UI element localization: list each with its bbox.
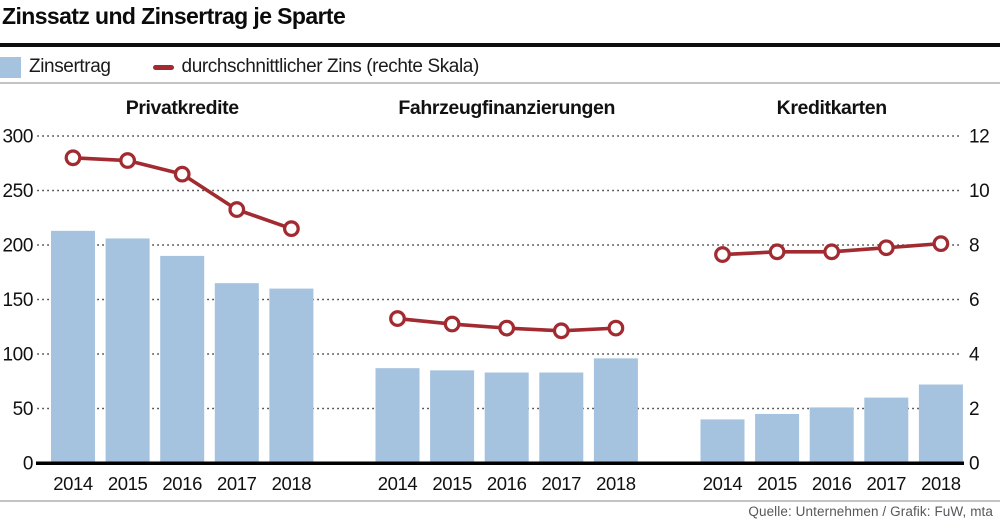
rate-marker-Fahrzeugfinanzierungen-2015 — [443, 315, 461, 333]
legend-line-label: durchschnittlicher Zins (rechte Skala) — [181, 56, 480, 77]
year-label-Kreditkarten-2018: 2018 — [921, 473, 961, 494]
year-label-Kreditkarten-2016: 2016 — [812, 473, 852, 494]
footer-divider — [0, 500, 1000, 502]
year-label-Fahrzeugfinanzierungen-2018: 2018 — [596, 473, 636, 494]
bar-Privatkredite-2015 — [105, 238, 150, 463]
chart-svg: 0 50 100 150 200 250 300 0 2 4 6 8 10 12 Privatkredite… — [2, 97, 989, 494]
bar-Fahrzeugfinanzierungen-2015 — [430, 370, 475, 463]
right-axis-tick-2: 2 — [969, 399, 979, 420]
year-label-Fahrzeugfinanzierungen-2016: 2016 — [487, 473, 527, 494]
panel-title-Fahrzeugfinanzierungen: Fahrzeugfinanzierungen — [398, 97, 615, 119]
source-note: Quelle: Unternehmen / Grafik: FuW, mta — [748, 504, 993, 519]
left-axis-tick-300: 300 — [2, 127, 33, 148]
bar-Privatkredite-2017 — [214, 283, 259, 463]
year-label-Kreditkarten-2015: 2015 — [757, 473, 797, 494]
year-label-Fahrzeugfinanzierungen-2014: 2014 — [378, 473, 418, 494]
left-axis-tick-200: 200 — [2, 236, 33, 257]
left-axis-tick-0: 0 — [23, 454, 33, 475]
bar-Fahrzeugfinanzierungen-2017 — [539, 372, 584, 463]
rate-marker-Kreditkarten-2015 — [768, 243, 786, 261]
rate-marker-Fahrzeugfinanzierungen-2018 — [607, 319, 625, 337]
panel-title-Kreditkarten: Kreditkarten — [777, 97, 887, 119]
legend-divider — [0, 82, 1000, 84]
x-axis-baseline — [36, 461, 964, 465]
right-axis-tick-10: 10 — [969, 181, 989, 202]
bar-Kreditkarten-2018 — [918, 384, 963, 463]
right-axis-tick-8: 8 — [969, 236, 979, 257]
rate-marker-Kreditkarten-2014 — [714, 246, 731, 263]
bar-Privatkredite-2014 — [51, 230, 95, 463]
year-label-Kreditkarten-2017: 2017 — [867, 473, 907, 494]
year-label-Kreditkarten-2014: 2014 — [703, 473, 743, 494]
right-axis-tick-6: 6 — [969, 290, 979, 311]
left-axis-tick-100: 100 — [2, 345, 33, 366]
rate-marker-Kreditkarten-2016 — [823, 243, 841, 261]
rate-marker-Privatkredite-2017 — [228, 201, 246, 218]
bar-Fahrzeugfinanzierungen-2018 — [593, 358, 638, 463]
right-axis-tick-12: 12 — [969, 127, 989, 148]
title-rule — [0, 43, 1000, 47]
year-label-Fahrzeugfinanzierungen-2017: 2017 — [542, 473, 582, 494]
legend-bar-label: Zinsertrag — [29, 56, 111, 77]
left-axis-tick-250: 250 — [2, 181, 33, 202]
legend: Zinsertrag durchschnittlicher Zins (rech… — [0, 54, 479, 80]
year-label-Privatkredite-2018: 2018 — [272, 473, 312, 494]
left-axis-tick-50: 50 — [13, 399, 33, 420]
year-label-Privatkredite-2015: 2015 — [108, 473, 148, 494]
bar-Fahrzeugfinanzierungen-2014 — [375, 368, 420, 463]
panel-title-Privatkredite: Privatkredite — [126, 97, 239, 119]
year-label-Privatkredite-2016: 2016 — [162, 473, 202, 494]
legend-bar-swatch — [0, 56, 21, 78]
bar-Kreditkarten-2015 — [755, 413, 800, 463]
page-title: Zinssatz und Zinsertrag je Sparte — [2, 3, 346, 29]
bar-Privatkredite-2016 — [160, 255, 205, 463]
rate-marker-Privatkredite-2014 — [64, 149, 82, 167]
rate-marker-Privatkredite-2016 — [173, 165, 191, 183]
bar-Fahrzeugfinanzierungen-2016 — [484, 372, 529, 463]
right-axis-tick-4: 4 — [969, 345, 980, 366]
bar-Kreditkarten-2014 — [700, 419, 745, 463]
year-label-Privatkredite-2014: 2014 — [53, 473, 93, 494]
rate-marker-Fahrzeugfinanzierungen-2014 — [389, 310, 406, 327]
rate-marker-Fahrzeugfinanzierungen-2017 — [552, 322, 570, 340]
legend-line-swatch — [152, 64, 174, 70]
right-axis-tick-0: 0 — [969, 454, 979, 475]
bar-Kreditkarten-2017 — [864, 397, 909, 463]
bar-Kreditkarten-2016 — [809, 407, 854, 463]
left-axis-tick-150: 150 — [2, 290, 33, 311]
rate-marker-Kreditkarten-2018 — [932, 235, 950, 253]
rate-marker-Privatkredite-2015 — [119, 152, 136, 169]
year-label-Privatkredite-2017: 2017 — [217, 473, 257, 494]
rate-marker-Fahrzeugfinanzierungen-2016 — [498, 319, 516, 337]
year-label-Fahrzeugfinanzierungen-2015: 2015 — [432, 473, 472, 494]
rate-marker-Privatkredite-2018 — [283, 220, 300, 238]
rate-marker-Kreditkarten-2017 — [877, 239, 895, 257]
bar-Privatkredite-2018 — [269, 288, 314, 463]
